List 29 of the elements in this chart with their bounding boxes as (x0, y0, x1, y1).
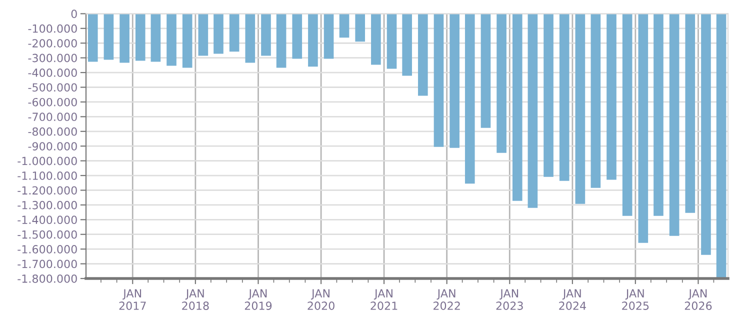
x-tick-label: JAN 2025 (622, 289, 649, 310)
y-tick-label: -1.600.000 (18, 245, 77, 254)
x-tick-label: JAN 2023 (496, 289, 523, 310)
y-tick-label: -800.000 (28, 127, 77, 136)
y-tick-label: -100.000 (28, 24, 77, 33)
y-tick-label: -1.300.000 (18, 200, 77, 210)
x-tick-label: JAN 2019 (244, 289, 272, 310)
y-tick-label: -700.000 (28, 112, 77, 122)
x-tick-label: JAN 2017 (119, 289, 146, 310)
y-tick-label: -500.000 (28, 83, 77, 92)
x-tick-label: JAN 2018 (182, 289, 209, 310)
x-tick-label: JAN 2026 (684, 289, 712, 310)
y-tick-label: -300.000 (28, 54, 77, 62)
y-tick-label: -1.100.000 (18, 171, 77, 180)
x-tick-label: JAN 2024 (559, 289, 586, 310)
x-tick-label: JAN 2022 (434, 289, 460, 310)
y-tick-label: -1.700.000 (18, 260, 77, 268)
y-tick-label: -600.000 (28, 98, 77, 106)
y-tick-label: -200.000 (28, 39, 77, 48)
x-tick-label: JAN 2021 (370, 289, 398, 310)
y-tick-label: -1.500.000 (18, 230, 77, 239)
y-tick-label: 0 (71, 10, 77, 18)
y-tick-label: -1.200.000 (18, 186, 77, 195)
y-tick-label: -900.000 (28, 142, 77, 150)
y-tick-label: -1.400.000 (18, 216, 77, 224)
y-tick-label: -400.000 (28, 68, 77, 77)
y-tick-label: -1.000.000 (18, 156, 77, 166)
x-tick-label: JAN 2020 (308, 289, 334, 310)
y-tick-label: -1.800.000 (18, 274, 77, 283)
